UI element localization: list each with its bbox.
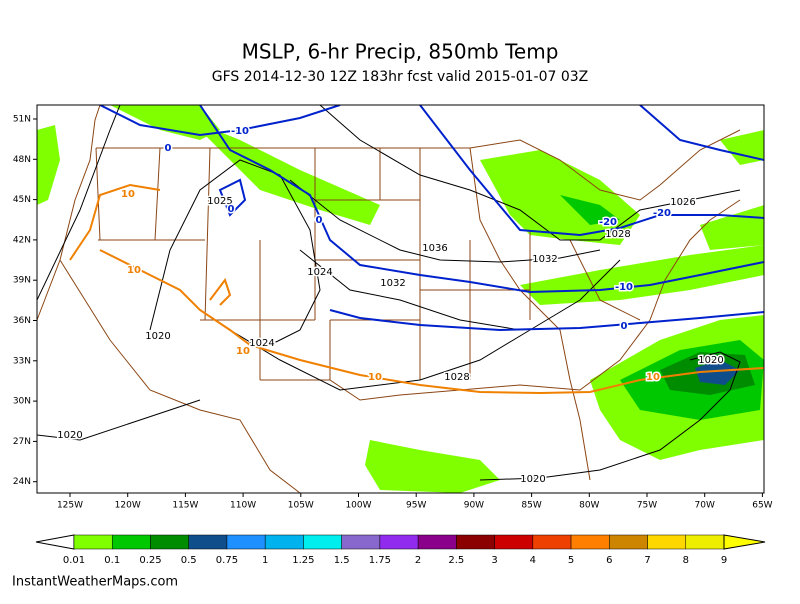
borders [37, 105, 741, 493]
lat-label: 36N [13, 316, 31, 326]
subtitle: GFS 2014-12-30 12Z 183hr fcst valid 2015… [212, 69, 589, 85]
contour-label: 1028 [444, 372, 469, 383]
contour-label: -20 [599, 217, 617, 228]
contour-label: 0 [165, 143, 172, 154]
lon-label: 95W [406, 501, 426, 511]
lat-label: 30N [13, 397, 31, 407]
colorbar-label: 9 [721, 555, 727, 566]
colorbar-label: 7 [644, 555, 650, 566]
colorbar-box [73, 534, 113, 550]
lon-label: 100W [345, 501, 371, 511]
contour-label: 1020 [520, 474, 545, 485]
lon-label: 65W [752, 501, 772, 511]
lon-label: 125W [57, 501, 83, 511]
colorbar-label: 0.1 [104, 555, 120, 566]
lon-label: 110W [230, 501, 256, 511]
lat-label: 27N [13, 437, 31, 447]
contour-label: 0 [316, 215, 323, 226]
contour-label: 1025 [207, 196, 232, 207]
colorbar-label: 1.75 [369, 555, 391, 566]
colorbar-box [456, 534, 495, 550]
contour-label: 0 [621, 321, 628, 332]
colorbar-box [264, 534, 304, 550]
lon-label: 120W [115, 501, 141, 511]
colorbar-label: 0.25 [139, 555, 161, 566]
map-frame [36, 104, 765, 494]
contour-label: 10 [121, 189, 135, 200]
colorbar-label: 2 [415, 555, 421, 566]
colorbar-label: 8 [683, 555, 689, 566]
contour-label: 1020 [145, 331, 170, 342]
contour-label: 1020 [57, 430, 82, 441]
colorbar-label: 6 [606, 555, 612, 566]
colorbar-box [341, 534, 381, 550]
lat-label: 42N [13, 235, 31, 245]
colorbar-box [303, 534, 342, 550]
contour-label: 10 [368, 372, 382, 383]
contour-label: 1028 [605, 229, 630, 240]
colorbar-box [150, 534, 189, 550]
contour-label: 0 [228, 204, 235, 215]
colorbar-label: 1.25 [292, 555, 314, 566]
lat-label: 39N [13, 276, 31, 286]
temp-orange-contours [69, 183, 764, 395]
colorbar-box [188, 534, 228, 550]
lon-label: 115W [172, 501, 198, 511]
lon-label: 75W [637, 501, 657, 511]
isobars [37, 105, 741, 481]
colorbar-box [609, 534, 648, 550]
colorbar-box [379, 534, 419, 550]
lat-label: 45N [13, 195, 31, 205]
contour-label: 1024 [249, 338, 274, 349]
lon-label: 70W [695, 501, 715, 511]
contour-label: 1036 [422, 243, 447, 254]
colorbar-label: 3 [491, 555, 497, 566]
colorbar-arrow-right [723, 534, 766, 550]
lon-label: 80W [579, 501, 599, 511]
map-area: 1025 1024 1036 1032 1032 1028 1026 1020 1024 1028… [37, 105, 764, 493]
credit: InstantWeatherMaps.com [12, 575, 178, 590]
colorbar-box [226, 534, 266, 550]
colorbar-label: 0.5 [181, 555, 197, 566]
colorbar-label: 1 [262, 555, 268, 566]
colorbar-box [685, 534, 725, 550]
colorbar-label: 0.01 [63, 555, 85, 566]
colorbar-label: 0.75 [216, 555, 238, 566]
colorbar-label: 5 [568, 555, 574, 566]
temp-blue-contours [99, 105, 764, 332]
colorbar-box [111, 534, 151, 550]
precip [37, 105, 764, 493]
contour-label: -10 [231, 126, 249, 137]
lon-label: 90W [464, 501, 484, 511]
lon-label: 105W [288, 501, 314, 511]
colorbar-box [417, 534, 457, 550]
contour-label: -10 [615, 282, 633, 293]
contour-label: 1020 [698, 355, 723, 366]
colorbar-box [647, 534, 687, 550]
lon-label: 85W [521, 501, 541, 511]
colorbar-label: 2.5 [448, 555, 464, 566]
title: MSLP, 6-hr Precip, 850mb Temp [242, 40, 559, 64]
contour-label: -20 [653, 208, 671, 219]
contour-label: 1032 [532, 254, 557, 265]
colorbar-box [570, 534, 610, 550]
lat-label: 33N [13, 356, 31, 366]
contour-label: 10 [236, 346, 250, 357]
colorbar-arrow-left [35, 534, 75, 550]
contour-label: 10 [646, 372, 660, 383]
contour-label: 1032 [380, 278, 405, 289]
contour-label: 10 [127, 265, 141, 276]
colorbar-label: 1.5 [334, 555, 350, 566]
contour-label: 1026 [670, 197, 695, 208]
colorbar-box [494, 534, 534, 550]
lat-label: 24N [13, 477, 31, 487]
colorbar-box [532, 534, 572, 550]
lat-label: 48N [13, 155, 31, 165]
contour-label: 1024 [307, 267, 332, 278]
colorbar-label: 4 [530, 555, 536, 566]
lat-label: 51N [13, 115, 31, 125]
